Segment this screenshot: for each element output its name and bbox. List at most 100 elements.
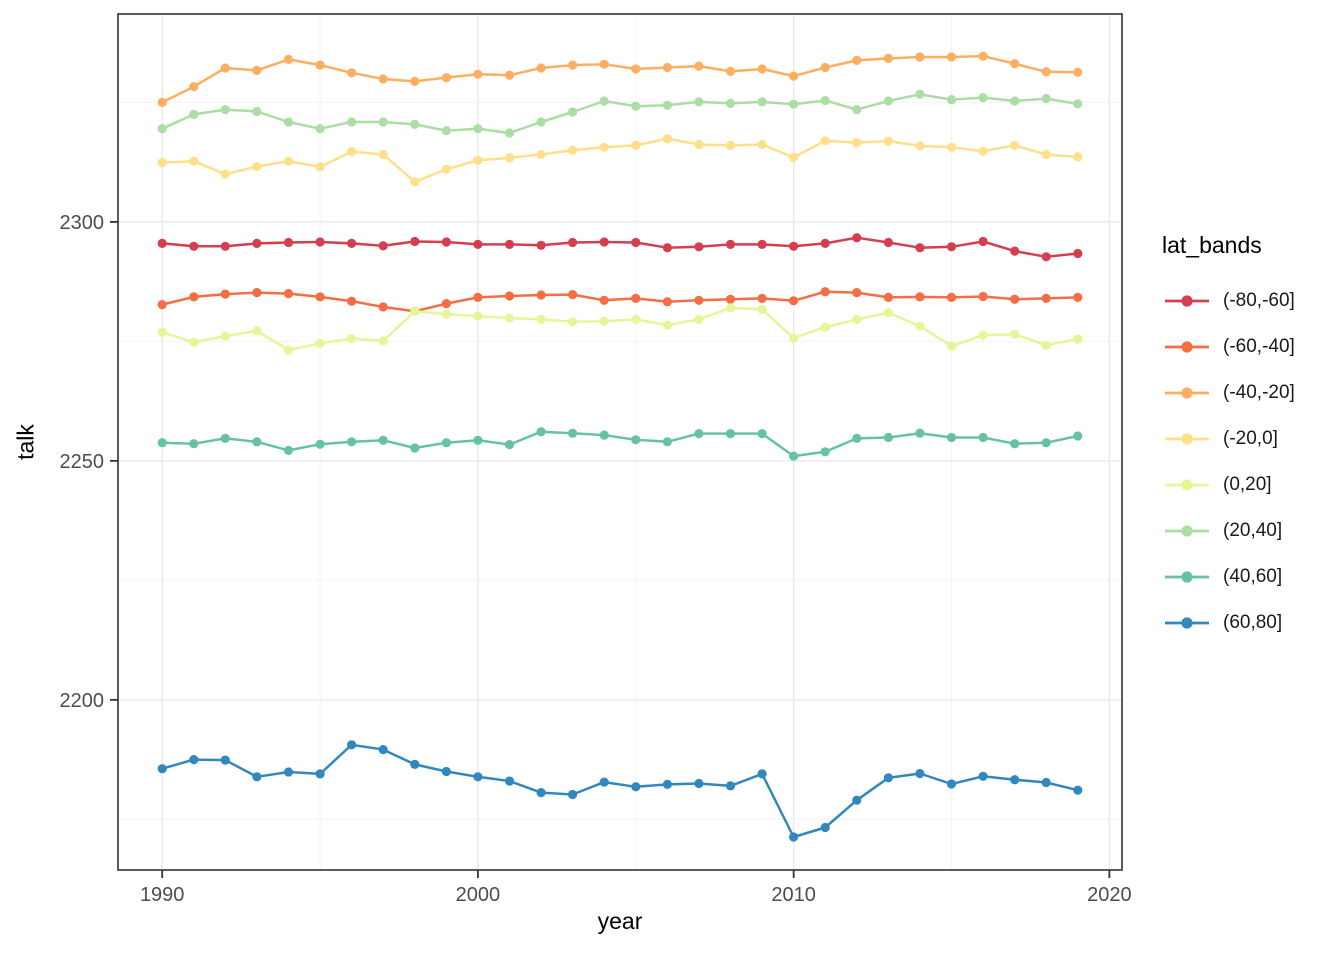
- data-point: [946, 52, 957, 62]
- data-point: [820, 238, 830, 248]
- data-point: [915, 141, 925, 151]
- data-point: [441, 299, 451, 309]
- legend-key-icon: [1165, 479, 1209, 491]
- data-point: [946, 95, 957, 105]
- data-point: [725, 781, 736, 791]
- data-point: [283, 156, 294, 166]
- data-point: [631, 782, 641, 792]
- data-point: [347, 333, 357, 344]
- data-point: [504, 313, 515, 323]
- data-point: [410, 76, 420, 86]
- x-tick-label: 2020: [1087, 884, 1132, 906]
- data-point: [883, 773, 894, 783]
- data-point: [157, 327, 167, 337]
- data-point: [1041, 94, 1051, 104]
- data-point: [978, 51, 988, 61]
- data-point: [157, 438, 167, 448]
- series-3: [157, 51, 1083, 107]
- data-point: [757, 239, 767, 249]
- data-point: [410, 236, 420, 247]
- data-point: [568, 290, 578, 300]
- data-point: [252, 772, 262, 782]
- data-point: [757, 293, 767, 303]
- data-point: [946, 292, 957, 302]
- series-1: [157, 233, 1083, 262]
- data-point: [157, 300, 167, 310]
- data-point: [662, 297, 673, 307]
- data-point: [568, 317, 578, 327]
- data-point: [283, 237, 294, 248]
- data-point: [694, 139, 704, 150]
- data-point: [662, 134, 673, 144]
- data-point: [568, 145, 578, 155]
- y-tick-label: 2250: [60, 451, 105, 473]
- data-point: [189, 755, 199, 765]
- data-point: [789, 451, 799, 461]
- data-point: [852, 288, 862, 298]
- legend-item-label: (0,20]: [1223, 474, 1272, 495]
- data-point: [410, 443, 420, 453]
- data-point: [662, 100, 673, 110]
- data-point: [852, 795, 862, 805]
- data-point: [978, 330, 988, 340]
- data-point: [915, 243, 925, 253]
- data-point: [789, 241, 799, 251]
- legend-key-icon: [1165, 341, 1209, 353]
- data-point: [725, 66, 736, 76]
- data-point: [1041, 340, 1051, 350]
- legend-item: (-20,0]: [1150, 416, 1344, 462]
- legend-title: lat_bands: [1162, 232, 1262, 258]
- data-point: [757, 769, 767, 779]
- data-point: [473, 239, 483, 249]
- data-point: [378, 302, 388, 312]
- data-point: [1041, 438, 1051, 448]
- legend-item: (60,80]: [1150, 600, 1344, 646]
- series-line: [161, 743, 1079, 839]
- legend-item-label: (60,80]: [1223, 612, 1283, 633]
- series-line: [161, 93, 1079, 135]
- data-point: [220, 169, 230, 179]
- data-point: [1041, 252, 1051, 262]
- legend-key-icon: [1165, 295, 1209, 307]
- data-point: [1041, 67, 1051, 77]
- data-point: [599, 295, 609, 305]
- data-point: [315, 338, 325, 348]
- series-line: [161, 54, 1078, 104]
- data-point: [347, 740, 357, 750]
- data-point: [789, 296, 799, 306]
- data-point: [915, 52, 925, 62]
- data-point: [662, 62, 673, 73]
- data-point: [441, 164, 451, 174]
- data-point: [662, 437, 673, 447]
- data-point: [536, 788, 546, 798]
- data-point: [536, 63, 546, 73]
- data-point: [504, 70, 515, 80]
- data-point: [252, 326, 262, 336]
- data-point: [315, 162, 325, 172]
- data-point: [757, 304, 767, 314]
- legend-key-icon: [1165, 525, 1209, 537]
- data-point: [883, 432, 894, 443]
- data-point: [504, 776, 515, 786]
- data-point: [568, 789, 578, 800]
- data-point: [283, 54, 294, 64]
- data-point: [315, 439, 325, 449]
- data-point: [473, 435, 483, 445]
- data-point: [946, 242, 957, 252]
- data-point: [473, 311, 483, 321]
- series-line: [162, 236, 1078, 259]
- data-point: [347, 117, 357, 127]
- data-point: [1073, 431, 1083, 441]
- data-point: [157, 238, 167, 248]
- series-2: [157, 287, 1083, 316]
- legend-item-label: (-20,0]: [1223, 428, 1278, 449]
- data-point: [662, 320, 673, 330]
- data-point: [946, 432, 957, 443]
- legend: lat_bands (-80,-60] (-60,-40] (-40,-20] (-2…: [1150, 230, 1344, 646]
- series-5: [157, 303, 1083, 355]
- data-point: [315, 292, 325, 302]
- data-point: [757, 97, 767, 107]
- x-tick-label: 2000: [456, 884, 501, 906]
